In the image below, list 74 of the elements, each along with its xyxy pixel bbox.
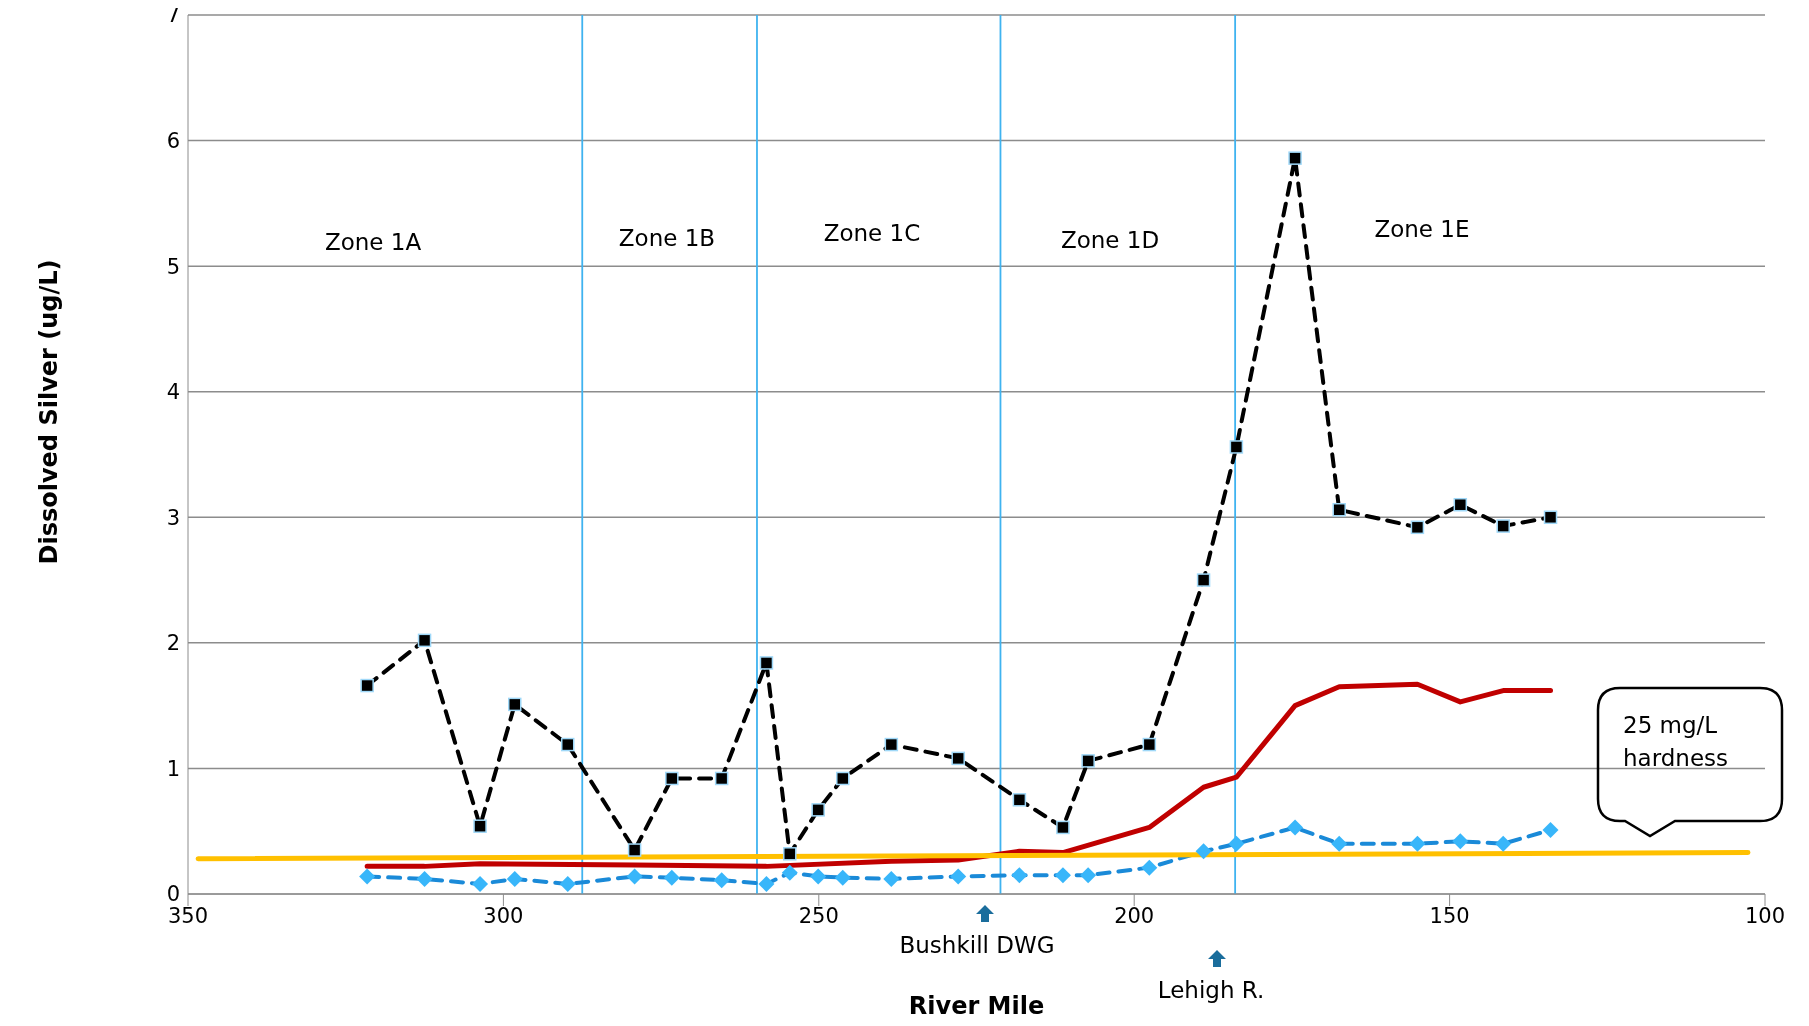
point [834,869,851,886]
point [883,870,900,887]
point [1409,835,1426,852]
point [884,737,899,752]
point [1331,835,1348,852]
point [626,868,643,885]
point [1011,867,1028,884]
point [1496,519,1510,533]
point [758,875,775,892]
point [1012,793,1027,807]
y-axis-title: Dissolved Silver (ug/L) [34,259,63,565]
annotation: Zone 1B [618,225,716,251]
point [1542,821,1559,838]
point [1054,867,1071,884]
point [417,633,432,648]
point [810,868,827,885]
y-tick-label: 6 [166,129,180,154]
point [811,803,825,817]
point [951,751,965,766]
point [783,847,797,861]
point [473,819,487,833]
annotation: Zone 1E [1374,216,1470,242]
point [665,771,679,786]
point [1332,503,1346,517]
text: Bushkill DWG [899,932,1055,958]
point [1495,835,1512,852]
point [1195,843,1212,860]
point [1056,820,1070,835]
point [1453,497,1468,512]
point [506,870,523,887]
point [360,678,374,693]
point [713,872,730,889]
annotation: Zone 1C [823,220,921,246]
point [1410,520,1425,535]
point [1142,737,1157,752]
y-tick-label: 7 [166,3,180,28]
annotation: Zone 1D [1060,227,1160,253]
x-tick-label: 100 [1744,903,1786,928]
y-tick-label: 2 [166,631,180,656]
point [663,869,680,886]
point [1141,859,1158,876]
point [836,771,850,786]
y-tick-label: 1 [166,756,180,781]
x-tick-label: 300 [483,903,524,928]
point [472,875,489,892]
point [1081,754,1095,768]
x-tick-label: 150 [1429,903,1470,928]
point [1228,835,1245,852]
point [759,656,774,670]
point [1080,867,1097,884]
point [1287,819,1304,836]
x-tick-label: 250 [798,903,839,928]
point [1229,440,1244,454]
point [508,697,522,712]
y-tick-label: 4 [166,380,180,405]
point [1543,510,1558,525]
annotation: 25 mg/L hardness [1623,712,1729,771]
point [359,868,376,885]
x-axis-title: River Mile [908,992,1045,1020]
point [950,868,967,885]
point [1452,833,1469,850]
point [559,875,576,892]
point [781,864,798,881]
point [627,843,642,857]
point [714,771,729,786]
text: Lehigh R. [1157,977,1265,1003]
point [416,870,433,887]
point [560,737,575,752]
y-tick-label: 5 [166,254,180,279]
point [1288,151,1302,165]
point [1196,573,1211,587]
x-tick-label: 200 [1114,903,1155,928]
annotation: Zone 1A [324,229,422,255]
y-tick-label: 3 [166,505,180,530]
